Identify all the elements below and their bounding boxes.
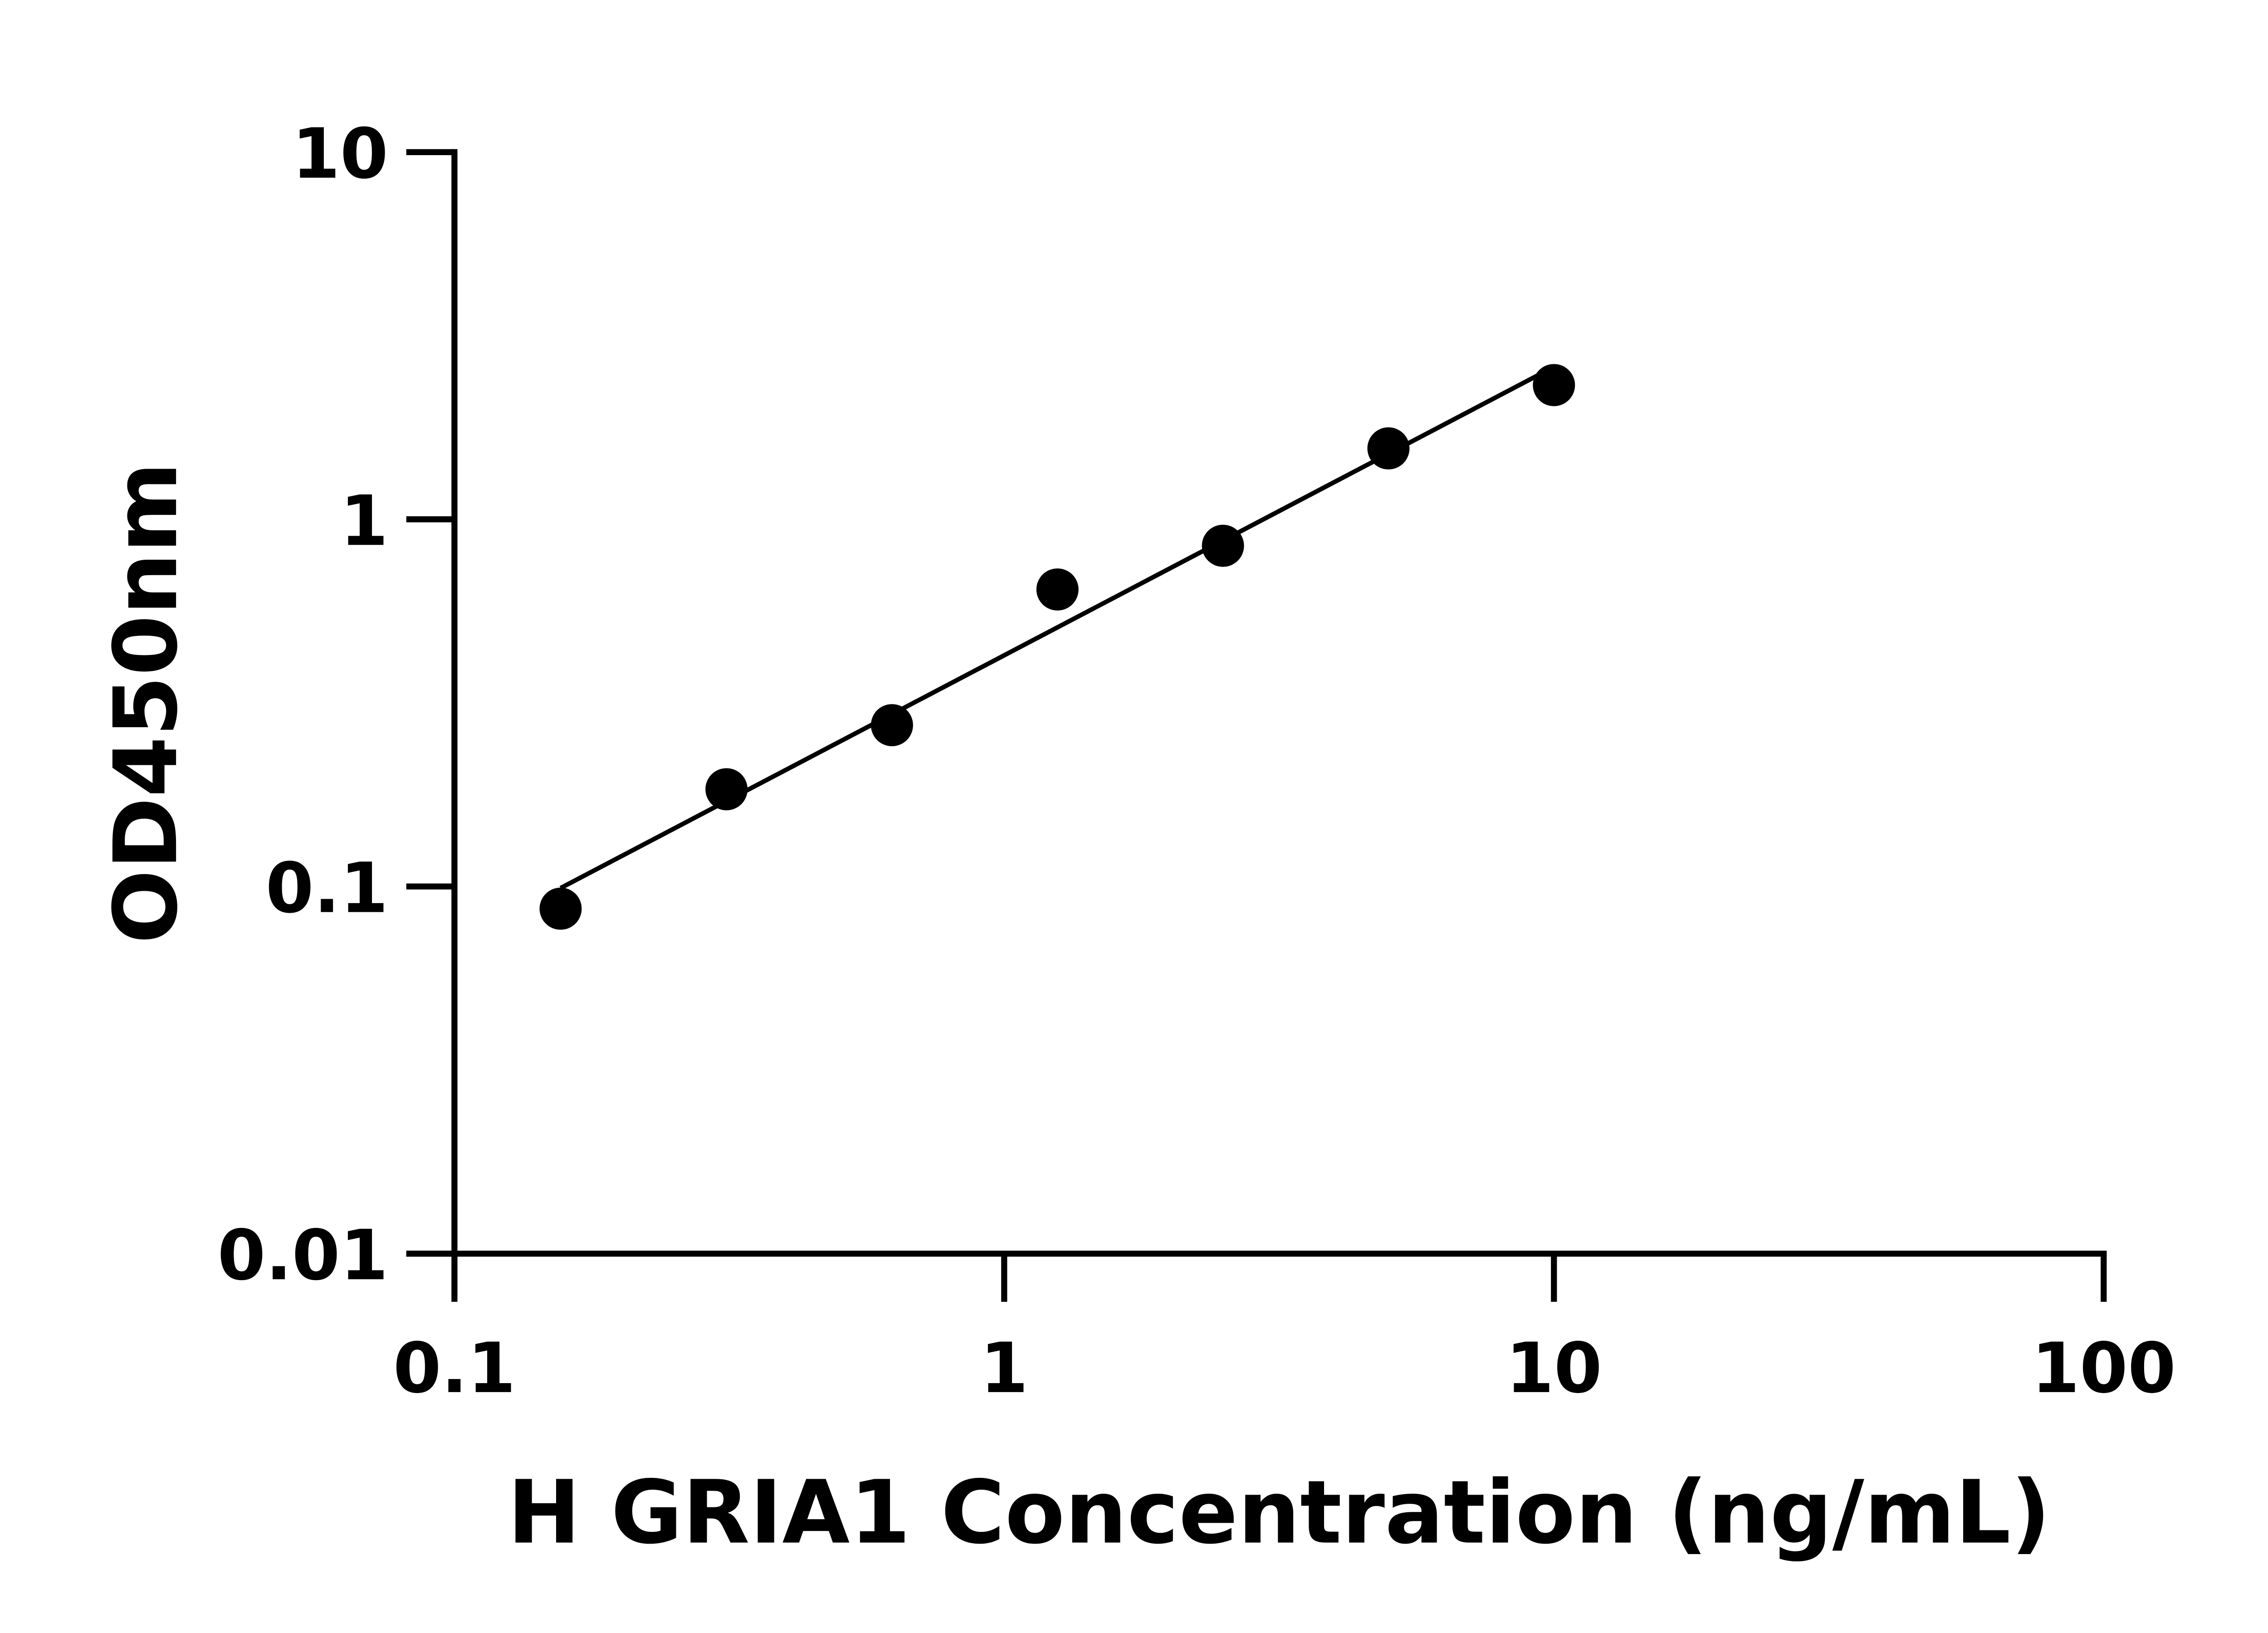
y-tick-label: 1 xyxy=(340,480,388,561)
y-tick-label: 0.1 xyxy=(266,848,388,929)
data-point xyxy=(1533,364,1575,406)
data-point xyxy=(1202,524,1244,567)
x-tick-label: 0.1 xyxy=(393,1328,516,1408)
x-tick-label: 10 xyxy=(1506,1328,1602,1408)
data-point xyxy=(870,704,913,747)
axes xyxy=(406,149,2107,1257)
y-tick-label: 10 xyxy=(292,113,388,194)
x-axis-label: H GRIA1 Concentration (ng/mL) xyxy=(508,1462,2051,1564)
data-point xyxy=(1367,427,1410,469)
y-axis-label: OD450nm xyxy=(95,462,197,944)
y-tick-label: 0.01 xyxy=(217,1215,388,1296)
data-point xyxy=(1036,568,1079,611)
x-tick-label: 1 xyxy=(980,1328,1028,1408)
data-point xyxy=(539,887,582,930)
data-point xyxy=(705,768,748,811)
x-tick-label: 100 xyxy=(2031,1328,2176,1408)
